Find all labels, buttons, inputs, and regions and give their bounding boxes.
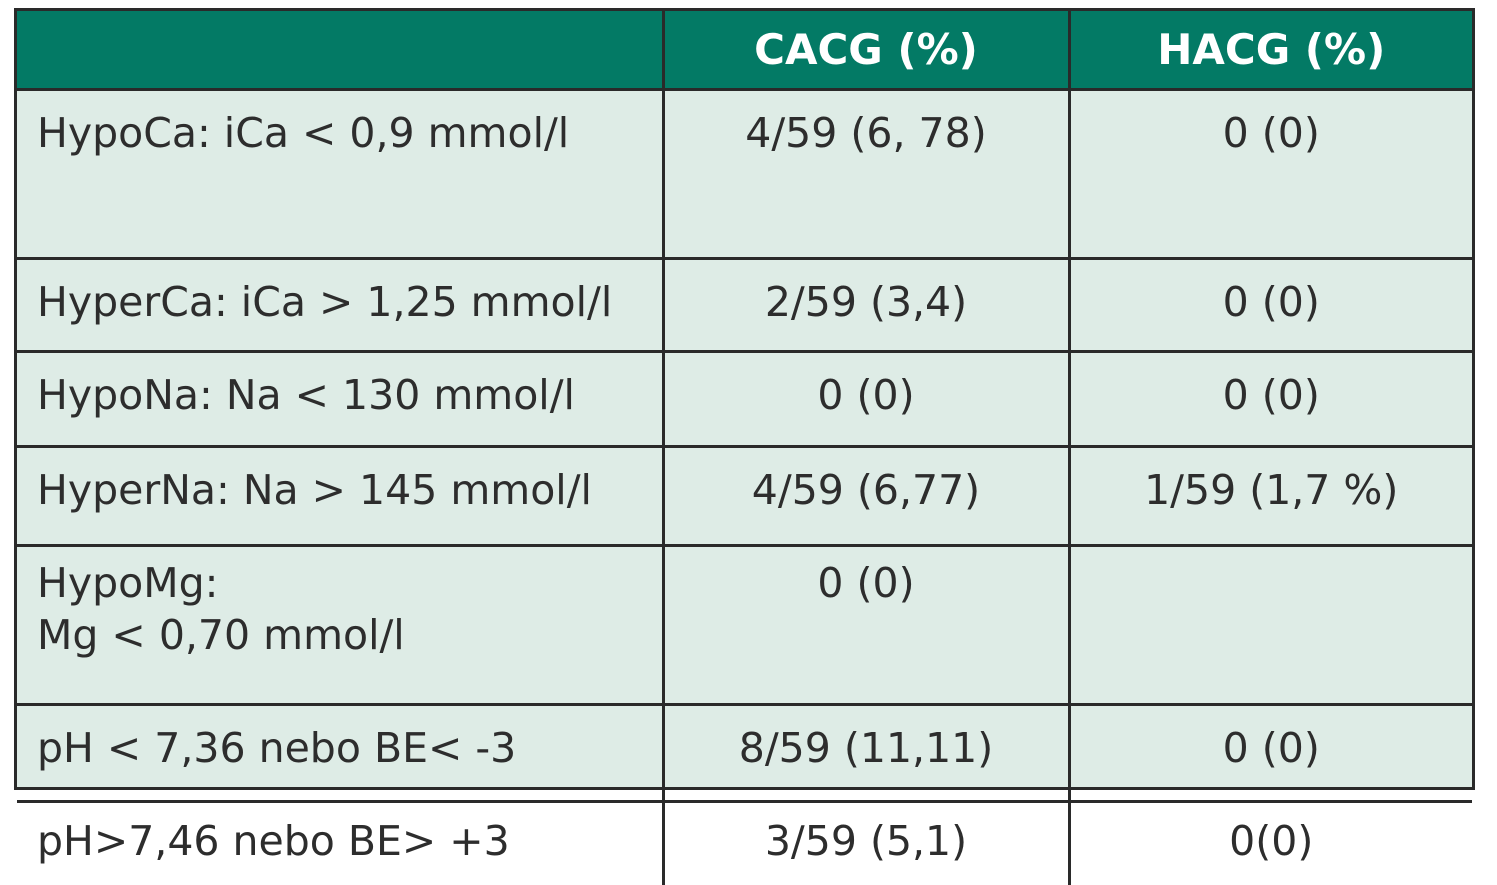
hacg-cell (1069, 546, 1472, 705)
cacg-cell: 0 (0) (663, 352, 1069, 447)
row-label-line: HypoCa: iCa < 0,9 mmol/l (37, 107, 662, 159)
header-cell-empty (17, 11, 663, 90)
table-row: HypoNa: Na < 130 mmol/l 0 (0) 0 (0) (17, 352, 1472, 447)
row-label-line: pH < 7,36 nebo BE< -3 (37, 722, 662, 774)
cacg-cell: 4/59 (6, 78) (663, 90, 1069, 259)
row-label: pH>7,46 nebo BE> +3 (17, 802, 663, 885)
hacg-cell: 0 (0) (1069, 705, 1472, 802)
row-label-line: HypoMg: (37, 557, 662, 609)
row-label-line: HyperCa: iCa > 1,25 mmol/l (37, 276, 662, 328)
hacg-cell: 1/59 (1,7 %) (1069, 447, 1472, 546)
row-label-line: Mg < 0,70 mmol/l (37, 609, 662, 661)
table-row: HyperCa: iCa > 1,25 mmol/l 2/59 (3,4) 0 … (17, 259, 1472, 352)
table-row: HypoCa: iCa < 0,9 mmol/l 4/59 (6, 78) 0 … (17, 90, 1472, 259)
table-row: pH < 7,36 nebo BE< -3 8/59 (11,11) 0 (0) (17, 705, 1472, 802)
table-row: HyperNa: Na > 145 mmol/l 4/59 (6,77) 1/5… (17, 447, 1472, 546)
row-label: HyperCa: iCa > 1,25 mmol/l (17, 259, 663, 352)
row-label: HypoMg: Mg < 0,70 mmol/l (17, 546, 663, 705)
table-row: pH>7,46 nebo BE> +3 3/59 (5,1) 0(0) (17, 802, 1472, 885)
cacg-cell: 0 (0) (663, 546, 1069, 705)
row-label-line: HyperNa: Na > 145 mmol/l (37, 464, 662, 516)
row-label-line: pH>7,46 nebo BE> +3 (37, 815, 662, 867)
hacg-cell: 0 (0) (1069, 90, 1472, 259)
header-row: CACG (%) HACG (%) (17, 11, 1472, 90)
cacg-cell: 3/59 (5,1) (663, 802, 1069, 885)
row-label: HypoCa: iCa < 0,9 mmol/l (17, 90, 663, 259)
cacg-cell: 4/59 (6,77) (663, 447, 1069, 546)
electrolyte-table: CACG (%) HACG (%) HypoCa: iCa < 0,9 mmol… (14, 8, 1475, 790)
row-label: pH < 7,36 nebo BE< -3 (17, 705, 663, 802)
header-cell-hacg: HACG (%) (1069, 11, 1472, 90)
row-label: HyperNa: Na > 145 mmol/l (17, 447, 663, 546)
cacg-cell: 8/59 (11,11) (663, 705, 1069, 802)
cacg-cell: 2/59 (3,4) (663, 259, 1069, 352)
hacg-cell: 0 (0) (1069, 352, 1472, 447)
row-label: HypoNa: Na < 130 mmol/l (17, 352, 663, 447)
data-table: CACG (%) HACG (%) HypoCa: iCa < 0,9 mmol… (17, 11, 1472, 885)
hacg-cell: 0 (0) (1069, 259, 1472, 352)
header-cell-cacg: CACG (%) (663, 11, 1069, 90)
table-row: HypoMg: Mg < 0,70 mmol/l 0 (0) (17, 546, 1472, 705)
row-label-line: HypoNa: Na < 130 mmol/l (37, 369, 662, 421)
hacg-cell: 0(0) (1069, 802, 1472, 885)
